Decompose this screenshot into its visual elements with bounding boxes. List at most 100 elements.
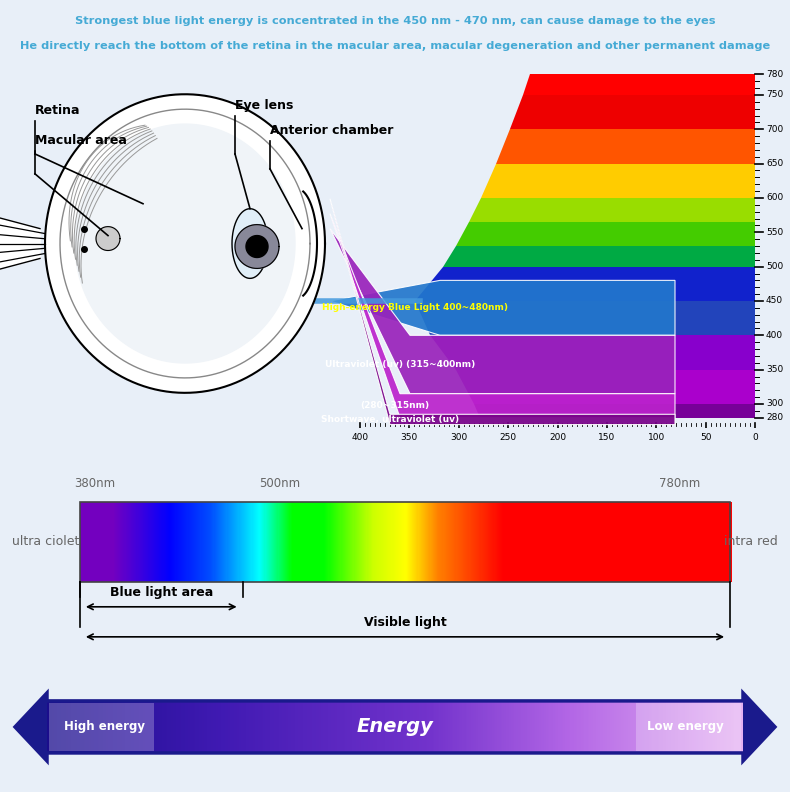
Bar bbox=[435, 701, 437, 753]
Bar bbox=[285, 501, 287, 582]
Polygon shape bbox=[0, 209, 40, 278]
Bar bbox=[356, 701, 358, 753]
Bar bbox=[145, 701, 147, 753]
Bar bbox=[107, 501, 109, 582]
Bar bbox=[82, 501, 84, 582]
Bar bbox=[453, 501, 455, 582]
Bar bbox=[211, 701, 213, 753]
Bar bbox=[706, 501, 708, 582]
Bar bbox=[651, 501, 653, 582]
Bar bbox=[544, 501, 546, 582]
Bar bbox=[341, 501, 343, 582]
Bar bbox=[475, 501, 476, 582]
Bar bbox=[228, 501, 229, 582]
Bar bbox=[314, 501, 316, 582]
Text: Eye lens: Eye lens bbox=[235, 99, 293, 112]
Bar bbox=[181, 501, 182, 582]
Bar bbox=[396, 501, 397, 582]
Text: 250: 250 bbox=[499, 432, 517, 442]
Bar bbox=[468, 501, 470, 582]
Bar bbox=[254, 701, 257, 753]
Bar bbox=[640, 501, 641, 582]
Bar bbox=[654, 701, 656, 753]
Bar bbox=[88, 701, 91, 753]
Bar bbox=[101, 701, 103, 753]
Bar bbox=[492, 701, 494, 753]
Bar bbox=[152, 501, 153, 582]
Bar bbox=[574, 701, 576, 753]
Bar bbox=[566, 501, 568, 582]
Bar bbox=[570, 501, 571, 582]
Bar bbox=[642, 501, 644, 582]
Bar bbox=[195, 701, 198, 753]
Bar bbox=[243, 701, 245, 753]
Bar bbox=[413, 701, 416, 753]
Bar bbox=[120, 501, 122, 582]
Bar bbox=[136, 701, 138, 753]
Polygon shape bbox=[235, 225, 279, 268]
Bar bbox=[84, 701, 86, 753]
Bar bbox=[270, 501, 272, 582]
Bar bbox=[666, 701, 668, 753]
Bar bbox=[572, 501, 574, 582]
Bar bbox=[457, 701, 459, 753]
Bar bbox=[352, 701, 355, 753]
Bar bbox=[425, 501, 427, 582]
Bar bbox=[716, 501, 717, 582]
Bar bbox=[408, 501, 409, 582]
Bar bbox=[96, 701, 98, 753]
Bar bbox=[518, 701, 521, 753]
Polygon shape bbox=[469, 198, 755, 222]
Bar bbox=[280, 701, 283, 753]
Bar bbox=[80, 501, 81, 582]
Polygon shape bbox=[443, 246, 755, 267]
Bar bbox=[633, 701, 635, 753]
Bar bbox=[77, 701, 79, 753]
Bar bbox=[678, 501, 679, 582]
Bar bbox=[225, 701, 228, 753]
Bar bbox=[468, 501, 469, 582]
Bar bbox=[495, 501, 496, 582]
Bar bbox=[512, 501, 514, 582]
Bar bbox=[312, 701, 314, 753]
Bar bbox=[593, 701, 595, 753]
Bar bbox=[133, 701, 135, 753]
Bar bbox=[591, 701, 593, 753]
Bar bbox=[171, 501, 173, 582]
Bar bbox=[337, 701, 339, 753]
Bar bbox=[149, 501, 151, 582]
Bar bbox=[134, 701, 137, 753]
Bar bbox=[164, 501, 166, 582]
Bar bbox=[190, 501, 191, 582]
Text: Energy: Energy bbox=[356, 718, 434, 737]
Bar bbox=[97, 501, 99, 582]
Bar bbox=[295, 701, 297, 753]
Bar bbox=[542, 501, 544, 582]
Bar bbox=[350, 501, 352, 582]
Bar bbox=[480, 501, 482, 582]
Bar bbox=[134, 501, 135, 582]
Bar bbox=[378, 701, 381, 753]
Bar bbox=[303, 501, 305, 582]
Bar bbox=[295, 501, 296, 582]
Text: Blue light area: Blue light area bbox=[110, 586, 213, 599]
Bar bbox=[91, 501, 92, 582]
Bar bbox=[144, 501, 145, 582]
Bar bbox=[602, 501, 604, 582]
Bar bbox=[581, 701, 583, 753]
Bar bbox=[115, 701, 117, 753]
Bar bbox=[155, 701, 157, 753]
Bar bbox=[521, 501, 523, 582]
Bar bbox=[413, 501, 415, 582]
Polygon shape bbox=[456, 370, 755, 404]
Bar bbox=[509, 501, 510, 582]
Bar bbox=[581, 501, 583, 582]
Bar bbox=[156, 501, 157, 582]
Text: 500: 500 bbox=[766, 262, 783, 271]
Bar bbox=[297, 501, 299, 582]
Polygon shape bbox=[45, 94, 325, 393]
Bar bbox=[321, 501, 322, 582]
Bar bbox=[129, 501, 130, 582]
Bar bbox=[204, 501, 205, 582]
Bar bbox=[466, 501, 468, 582]
